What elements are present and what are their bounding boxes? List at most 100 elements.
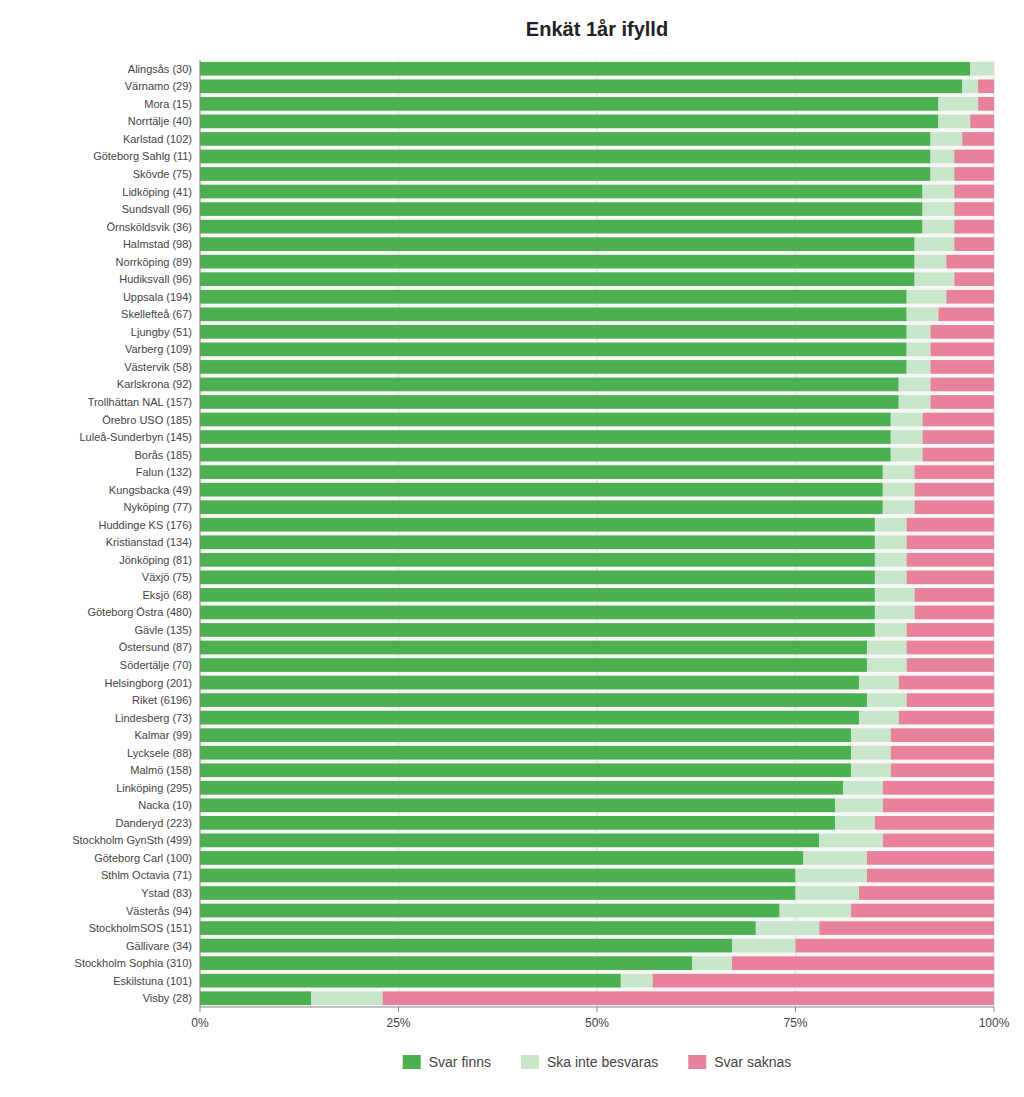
tick-label: 75%	[783, 1016, 807, 1030]
category-label: Södertälje (70)	[120, 659, 192, 671]
grid-line	[398, 60, 399, 1007]
bar-segment	[899, 711, 994, 725]
bar-segment	[851, 904, 994, 918]
bar-segment	[907, 623, 994, 637]
bar-segment	[200, 886, 796, 900]
grid-line	[795, 60, 796, 1007]
bar-segment	[200, 325, 907, 339]
bar-segment	[938, 307, 994, 321]
bar-segment	[907, 290, 947, 304]
bar-segment	[930, 325, 994, 339]
bar-segment	[930, 378, 994, 392]
bar-segment	[819, 921, 994, 935]
grid	[200, 60, 994, 1007]
category-label: Alingsås (30)	[128, 63, 192, 75]
category-label: Göteborg Carl (100)	[94, 852, 192, 864]
legend-label: Svar finns	[429, 1054, 491, 1070]
bars	[200, 62, 994, 1005]
bar-segment	[311, 991, 382, 1005]
category-label: Ystad (83)	[141, 887, 192, 899]
grid-line	[597, 60, 598, 1007]
category-label: Mora (15)	[144, 98, 192, 110]
bar-segment	[200, 167, 930, 181]
bar-segment	[978, 97, 994, 111]
legend-swatch	[403, 1055, 421, 1069]
bar-segment	[200, 904, 780, 918]
bar-segment	[867, 658, 907, 672]
category-label: Borås (185)	[135, 449, 192, 461]
bar-segment	[954, 185, 994, 199]
bar-segment	[907, 658, 994, 672]
bar-segment	[923, 220, 955, 234]
bar-segment	[200, 623, 875, 637]
bar-segment	[200, 676, 859, 690]
bar-segment	[200, 763, 851, 777]
legend-label: Ska inte besvaras	[547, 1054, 658, 1070]
tick-mark	[200, 1007, 201, 1012]
bar-segment	[891, 746, 994, 760]
bar-segment	[907, 307, 939, 321]
bar-segment	[883, 500, 915, 514]
category-label: Östersund (87)	[119, 641, 192, 653]
category-label: Växjö (75)	[142, 571, 192, 583]
legend-item: Svar finns	[403, 1054, 491, 1070]
bar-segment	[200, 290, 907, 304]
bar-segment	[930, 132, 962, 146]
category-label: Halmstad (98)	[123, 238, 192, 250]
tick-label: 0%	[191, 1016, 209, 1030]
category-label: Ljungby (51)	[131, 326, 192, 338]
tick-mark	[398, 1007, 399, 1012]
bar-segment	[796, 939, 995, 953]
bar-segment	[962, 132, 994, 146]
bar-segment	[200, 220, 923, 234]
bar-segment	[200, 150, 930, 164]
bar-segment	[970, 115, 994, 129]
bar-segment	[867, 851, 994, 865]
category-label: Lindesberg (73)	[115, 712, 192, 724]
bar-segment	[200, 939, 732, 953]
bar-segment	[692, 956, 732, 970]
bar-segment	[819, 834, 883, 848]
bar-segment	[200, 62, 970, 76]
category-label: Örebro USO (185)	[102, 414, 192, 426]
category-label: Malmö (158)	[130, 764, 192, 776]
bar-segment	[907, 518, 994, 532]
bar-segment	[200, 413, 891, 427]
bar-segment	[962, 79, 978, 93]
category-label: Norrköping (89)	[116, 256, 192, 268]
category-label: Skellefteå (67)	[121, 308, 192, 320]
bar-segment	[653, 974, 994, 988]
bar-segment	[954, 220, 994, 234]
bar-segment	[930, 360, 994, 374]
bar-segment	[200, 571, 875, 585]
bar-segment	[200, 693, 867, 707]
bar-segment	[200, 641, 867, 655]
category-label: Danderyd (223)	[116, 817, 192, 829]
bar-segment	[930, 167, 954, 181]
category-label: Karlskrona (92)	[117, 378, 192, 390]
bar-segment	[891, 763, 994, 777]
category-label: Eskilstuna (101)	[113, 975, 192, 987]
bar-segment	[200, 711, 859, 725]
bar-segment	[899, 676, 994, 690]
category-label: Visby (28)	[143, 992, 192, 1004]
bar-segment	[915, 483, 994, 497]
bar-segment	[843, 781, 883, 795]
bar-segment	[891, 430, 923, 444]
category-label: Göteborg Sahlg (11)	[93, 150, 192, 162]
bar-segment	[200, 97, 938, 111]
bar-segment	[200, 588, 875, 602]
category-label: Skövde (75)	[133, 168, 192, 180]
category-label: Lidköping (41)	[122, 186, 192, 198]
category-label: Kungsbacka (49)	[109, 484, 192, 496]
bar-segment	[954, 202, 994, 216]
bar-segment	[851, 728, 891, 742]
bar-segment	[835, 798, 883, 812]
bar-segment	[200, 483, 883, 497]
bar-segment	[875, 623, 907, 637]
category-label: Norrtälje (40)	[128, 115, 192, 127]
legend-label: Svar saknas	[714, 1054, 791, 1070]
bar-segment	[954, 237, 994, 251]
bar-segment	[875, 606, 915, 620]
bar-segment	[923, 448, 994, 462]
